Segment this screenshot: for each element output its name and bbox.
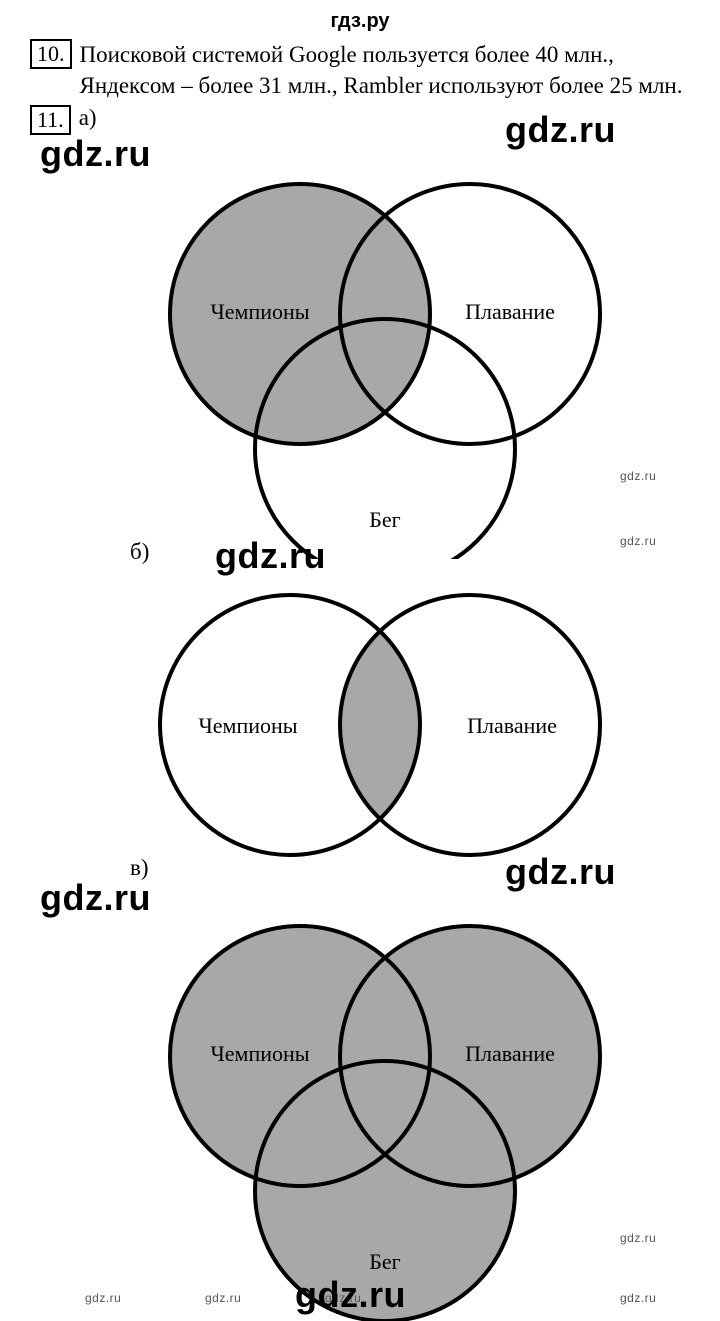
watermark-small: gdz.ru	[620, 1291, 656, 1305]
venn-b: Чемпионы Плавание	[30, 565, 670, 865]
watermark-big: gdz.ru	[215, 535, 326, 577]
watermark-small: gdz.ru	[205, 1291, 241, 1305]
question-10: 10. Поисковой системой Google пользуется…	[30, 39, 690, 101]
q11-a-label: а)	[79, 105, 97, 131]
watermark-small: gdz.ru	[620, 534, 656, 548]
venn-b-wrap: Чемпионы Плавание gdz.ru	[30, 565, 690, 855]
watermark-small: gdz.ru	[620, 469, 656, 483]
watermark-big: gdz.ru	[505, 109, 616, 151]
venn-c-right-label: Плавание	[465, 1041, 555, 1066]
venn-b-left-label: Чемпионы	[198, 713, 297, 738]
q11-number-box: 11.	[30, 105, 71, 135]
venn-a-bottom-label: Бег	[369, 507, 400, 532]
content-area: 10. Поисковой системой Google пользуется…	[0, 33, 720, 1321]
venn-c-bottom-label: Бег	[369, 1249, 400, 1274]
q10-number-box: 10.	[30, 39, 72, 69]
watermark-big: gdz.ru	[40, 133, 151, 175]
page-header: гдз.ру	[0, 0, 720, 33]
venn-a-left-label: Чемпионы	[210, 299, 309, 324]
venn-a-right-label: Плавание	[465, 299, 555, 324]
venn-a: Чемпионы Плавание Бег	[30, 139, 670, 559]
watermark-small: gdz.ru	[85, 1291, 121, 1305]
watermark-big: gdz.ru	[505, 851, 616, 893]
venn-b-right-label: Плавание	[467, 713, 557, 738]
watermark-small: gdz.ru	[620, 1231, 656, 1245]
venn-c: Чемпионы Плавание Бег	[30, 881, 670, 1321]
watermark-big-footer: gdz.ru	[295, 1274, 406, 1316]
venn-c-wrap: Чемпионы Плавание Бег gdz.ru gdz.ru gdz.…	[30, 881, 690, 1321]
venn-a-wrap: Чемпионы Плавание Бег gdz.ru gdz.ru gdz.…	[30, 139, 690, 539]
q10-text: Поисковой системой Google пользуется бол…	[80, 39, 691, 101]
venn-c-left-label: Чемпионы	[210, 1041, 309, 1066]
watermark-big: gdz.ru	[40, 877, 151, 919]
